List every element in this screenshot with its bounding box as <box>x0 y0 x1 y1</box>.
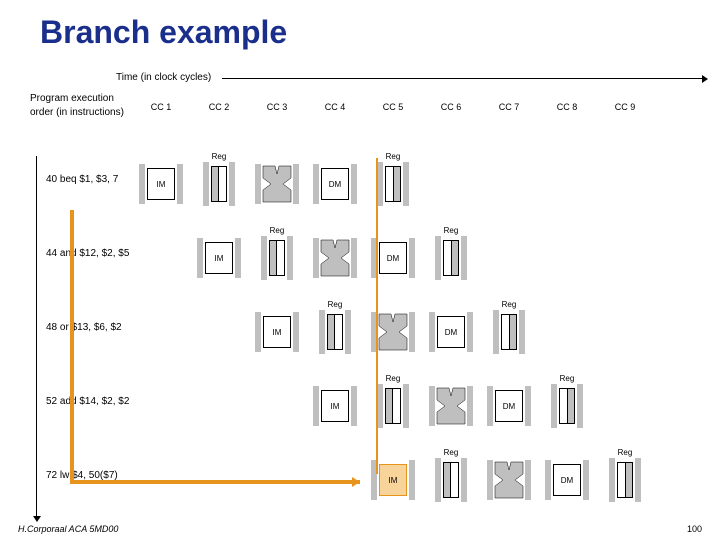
alu-stage <box>252 162 302 206</box>
cc-header: CC 8 <box>538 102 596 112</box>
reg-write-stage: Reg <box>484 310 534 354</box>
page-title: Branch example <box>0 0 720 51</box>
cc-header: CC 6 <box>422 102 480 112</box>
instruction-label: 48 or $13, $6, $2 <box>46 322 156 333</box>
pipeline-row: 48 or $13, $6, $2IMRegDMReg <box>30 300 710 360</box>
branch-resolve-line <box>376 158 378 474</box>
im-stage: IM <box>136 162 186 206</box>
execution-order-label: Program execution order (in instructions… <box>30 92 130 120</box>
alu-stage <box>310 236 360 280</box>
alu-stage <box>484 458 534 502</box>
dm-stage: DM <box>310 162 360 206</box>
dm-stage: DM <box>542 458 592 502</box>
pipeline-row: 72 lw $4, 50($7)IMRegDMReg <box>30 448 710 508</box>
instruction-label: 44 and $12, $2, $5 <box>46 248 156 259</box>
cc-header: CC 4 <box>306 102 364 112</box>
reg-stage: Reg <box>426 458 476 502</box>
dm-stage: DM <box>426 310 476 354</box>
branch-arrow-across <box>70 480 360 484</box>
slide-number: 100 <box>687 524 702 534</box>
cc-header: CC 5 <box>364 102 422 112</box>
instruction-label: 52 add $14, $2, $2 <box>46 396 156 407</box>
reg-write-stage: Reg <box>542 384 592 428</box>
cc-header: CC 7 <box>480 102 538 112</box>
reg-write-stage: Reg <box>426 236 476 280</box>
im-stage: IM <box>194 236 244 280</box>
reg-stage: Reg <box>310 310 360 354</box>
reg-write-stage: Reg <box>600 458 650 502</box>
pipeline-row: 44 and $12, $2, $5IMRegDMReg <box>30 226 710 286</box>
reg-stage: Reg <box>252 236 302 280</box>
program-label: Time (in clock cycles) <box>116 72 211 83</box>
cc-header: CC 9 <box>596 102 654 112</box>
im-stage: IM <box>252 310 302 354</box>
dm-stage: DM <box>484 384 534 428</box>
reg-stage: Reg <box>194 162 244 206</box>
pipeline-row: 52 add $14, $2, $2IMRegDMReg <box>30 374 710 434</box>
time-axis-arrow <box>222 78 702 79</box>
cc-header: CC 3 <box>248 102 306 112</box>
footer-text: H.Corporaal ACA 5MD00 <box>18 524 118 534</box>
branch-arrow-down <box>70 210 74 480</box>
cc-header: CC 1 <box>132 102 190 112</box>
alu-stage <box>426 384 476 428</box>
pipeline-row: 40 beq $1, $3, 7IMRegDMReg <box>30 152 710 212</box>
im-stage: IM <box>310 384 360 428</box>
cc-header: CC 2 <box>190 102 248 112</box>
